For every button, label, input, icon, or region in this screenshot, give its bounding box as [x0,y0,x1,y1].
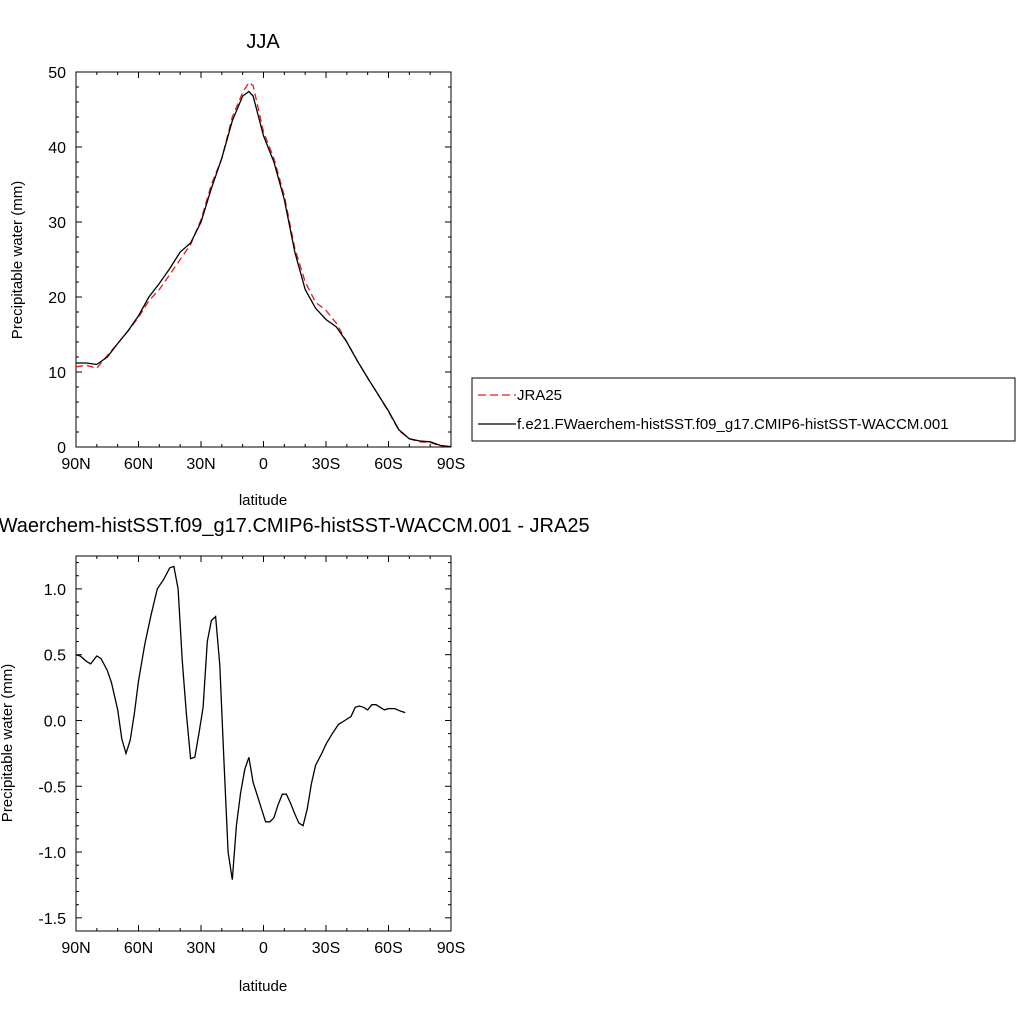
legend-box [471,377,1016,442]
top-x-tick-label: 60N [124,456,153,473]
top-lines [75,81,452,448]
top-y-tick-label: 50 [48,65,66,82]
bottom-y-tick-label: 1.0 [44,582,66,599]
bottom-lines [75,565,406,880]
bottom-ticks: 90N 60N 30N 0 30S 60S 90S 1.0 0.5 0.0 -0.5 -1.0 -1.5 [38,556,465,957]
bottom-x-tick-label: 0 [259,940,268,957]
bottom-y-tick-label: -1.5 [38,911,66,928]
top-x-tick-label: 60S [374,456,402,473]
top-x-tick-label: 0 [259,456,268,473]
bottom-ylabel: Precipitable water (mm) [0,664,16,822]
bottom-xlabel: latitude [239,978,287,995]
top-y-tick-label: 40 [48,140,66,157]
bottom-panel: f.e21.FWaerchem-histSST.f09_g17.CMIP6-hi… [0,515,590,995]
bottom-y-tick-label: -0.5 [38,779,66,796]
bottom-plot-frame [75,555,452,932]
legend: JRA25 f.e21.FWaerchem-histSST.f09_g17.CM… [471,377,1016,442]
top-x-tick-label: 30N [186,456,215,473]
bottom-series-line-0 [75,565,406,880]
bottom-x-tick-label: 30N [186,940,215,957]
bottom-chart-title: f.e21.FWaerchem-histSST.f09_g17.CMIP6-hi… [0,515,590,537]
bottom-x-tick-label: 90S [437,940,465,957]
bottom-x-tick-label: 60N [124,940,153,957]
legend-label-model: f.e21.FWaerchem-histSST.f09_g17.CMIP6-hi… [517,416,949,433]
legend-label-jra25: JRA25 [517,387,562,404]
top-x-tick-label: 90N [61,456,90,473]
top-x-tick-label: 30S [312,456,340,473]
top-chart-title: JJA [246,31,280,53]
bottom-y-tick-label: -1.0 [38,845,66,862]
bottom-y-tick-label: 0.5 [44,648,66,665]
bottom-x-tick-label: 90N [61,940,90,957]
bottom-y-tick-label: 0.0 [44,713,66,730]
top-xlabel: latitude [239,492,287,509]
top-x-tick-label: 90S [437,456,465,473]
bottom-x-tick-label: 60S [374,940,402,957]
top-ticks: 90N 60N 30N 0 30S 60S 90S 0 10 20 30 40 50 [48,65,465,473]
top-y-tick-label: 30 [48,215,66,232]
top-plot-frame [75,71,452,448]
top-panel: JJA Precipitable water (mm) latitude 90N… [9,31,465,509]
top-y-tick-label: 10 [48,365,66,382]
top-y-tick-label: 20 [48,290,66,307]
bottom-x-tick-label: 30S [312,940,340,957]
top-series-line-1 [76,90,452,448]
top-y-tick-label: 0 [57,440,66,457]
top-ylabel: Precipitable water (mm) [9,181,26,339]
